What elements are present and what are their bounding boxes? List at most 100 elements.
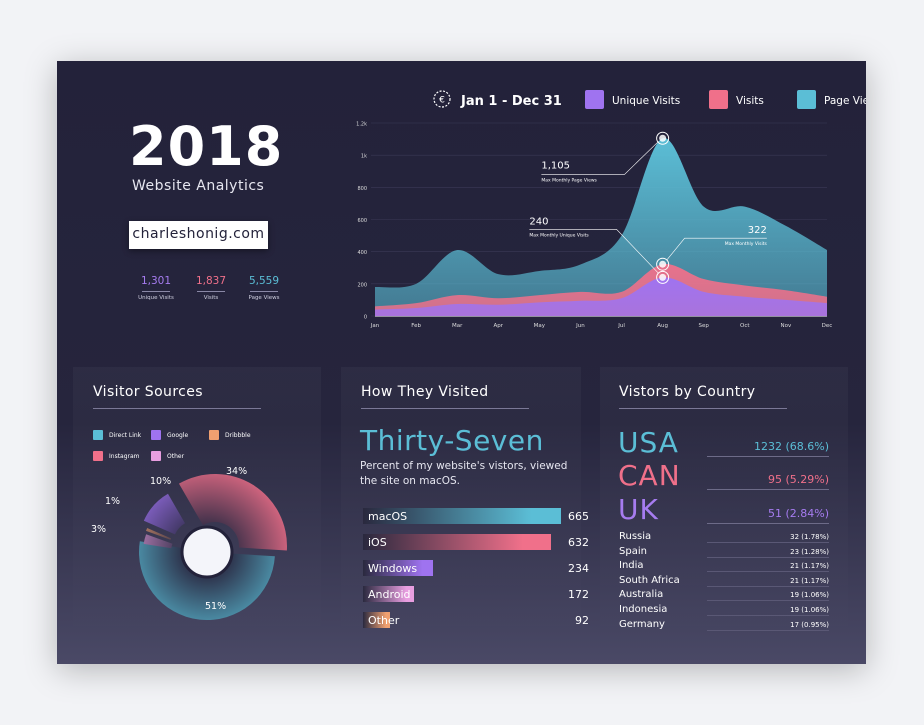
- legend-label-2: Page Views: [824, 95, 866, 107]
- pie-label-instagram: 34%: [226, 466, 247, 477]
- os-bar-macos: [363, 508, 561, 524]
- country-value-russia: 32 (1.78%): [790, 533, 829, 541]
- how-visited-underline: [361, 408, 529, 409]
- pageviews-marker-ring: [656, 131, 670, 145]
- summary-label-0: Unique Visits: [138, 295, 174, 301]
- country-name-spain: Spain: [619, 545, 647, 557]
- year-title: 2018: [129, 115, 284, 178]
- summary-label-1: Visits: [203, 295, 219, 301]
- pie-chart: 51% 34% 10% 3% 1%: [91, 466, 287, 621]
- annotation-label-pageviews: Max Monthly Page Views: [541, 177, 597, 183]
- pie-slice-dribbble: [146, 527, 172, 540]
- country-line-russia: [707, 542, 829, 543]
- os-bar-other: [363, 612, 391, 628]
- os-bar-ios: [363, 534, 552, 550]
- annotation-line-unique: [529, 229, 659, 274]
- summary-value-1: 1,837: [195, 275, 227, 287]
- country-value-australia: 19 (1.06%): [790, 591, 829, 600]
- y-tick-3: 600: [357, 218, 367, 224]
- source-legend-label-2: Dribbble: [225, 432, 251, 439]
- country-top-name-can: CAN: [618, 459, 681, 492]
- area-unique-visits: [375, 277, 827, 316]
- how-visited-panel: [341, 367, 581, 647]
- y-tick-1: 200: [357, 282, 367, 288]
- y-tick-6: 1.2k: [356, 122, 367, 128]
- os-bar-label-windows: Windows: [368, 562, 418, 575]
- x-tick-8: Sep: [699, 323, 710, 329]
- unique-marker-dot: [659, 273, 667, 281]
- domain-badge[interactable]: charleshonig.com: [129, 221, 268, 249]
- os-bar-label-other: Other: [368, 614, 400, 627]
- summary-label-2: Page Views: [248, 295, 280, 301]
- x-tick-7: Aug: [657, 323, 668, 329]
- os-bar-label-android: Android: [368, 588, 411, 601]
- annotation-value-unique: 240: [529, 216, 548, 227]
- country-line-south-africa: [707, 585, 829, 587]
- source-legend-label-3: Instagram: [109, 453, 140, 460]
- country-top-line-can: [707, 489, 829, 490]
- country-name-germany: Germany: [619, 618, 665, 630]
- os-bar-windows: [363, 560, 433, 576]
- visited-description-1: Percent of my website's vistors, viewed: [360, 460, 568, 472]
- annotation-label-unique: Max Monthly Unique Visits: [529, 232, 589, 238]
- country-line-india: [707, 571, 829, 573]
- x-tick-4: May: [534, 323, 546, 329]
- y-tick-2: 400: [357, 250, 367, 256]
- os-bar-android: [363, 586, 415, 602]
- pie-label-direct-link: 51%: [205, 601, 226, 612]
- summary-value-0: 1,301: [140, 275, 172, 287]
- unique-marker-ring: [656, 270, 670, 284]
- country-top-line-uk: [707, 523, 829, 524]
- country-name-russia: Russia: [619, 531, 652, 542]
- annotation-value-visits: 322: [748, 225, 767, 236]
- annotation-line-visits: [666, 237, 767, 261]
- domain-text: charleshonig.com: [132, 226, 265, 242]
- source-legend-swatch-1: [151, 430, 161, 440]
- country-name-indonesia: Indonesia: [619, 604, 668, 615]
- x-tick-10: Nov: [781, 323, 792, 329]
- x-tick-2: Mar: [452, 323, 463, 329]
- country-panel: [600, 367, 848, 647]
- country-top-value-usa: 1232 (68.6%): [753, 440, 829, 453]
- svg-text:€: €: [439, 96, 445, 106]
- legend-swatch-2: [797, 90, 816, 109]
- subtitle: Website Analytics: [132, 178, 265, 194]
- pie-center: [180, 525, 234, 579]
- visits-marker-ring: [656, 257, 670, 271]
- country-underline: [619, 408, 787, 409]
- country-line-germany: [707, 629, 829, 631]
- source-legend-label-0: Direct Link: [109, 432, 142, 439]
- y-tick-4: 800: [357, 186, 367, 192]
- os-bar-value-ios: 632: [568, 536, 589, 549]
- x-tick-6: Jul: [617, 323, 625, 329]
- area-page-views: [375, 138, 827, 316]
- os-bar-value-macos: 665: [568, 510, 589, 523]
- summary-underline-2: [250, 291, 278, 292]
- os-bar-value-other: 92: [575, 614, 589, 627]
- country-value-india: 21 (1.17%): [790, 562, 829, 571]
- summary-underline-0: [142, 291, 170, 292]
- os-bar-value-android: 172: [568, 588, 589, 601]
- country-top-value-uk: 51 (2.84%): [767, 507, 829, 520]
- country-top-value-can: 95 (5.29%): [767, 473, 829, 486]
- x-tick-3: Apr: [494, 323, 504, 329]
- pie-slice-google: [143, 493, 185, 535]
- pageviews-marker-dot: [659, 134, 667, 142]
- annotation-label-visits: Max Monthly Visits: [725, 241, 768, 247]
- how-visited-title: How They Visited: [361, 384, 489, 400]
- country-value-indonesia: 19 (1.06%): [790, 606, 829, 614]
- x-tick-11: Dec: [822, 323, 833, 329]
- visited-headline: Thirty-Seven: [360, 424, 544, 457]
- summary-value-2: 5,559: [248, 275, 280, 287]
- source-legend-label-1: Google: [167, 432, 189, 439]
- dashboard-board: 2018 Website Analytics charleshonig.com …: [57, 61, 866, 664]
- source-legend-swatch-0: [93, 430, 103, 440]
- visited-description-2: the site on macOS.: [360, 475, 460, 487]
- country-line-australia: [707, 600, 829, 602]
- x-tick-1: Feb: [411, 323, 421, 329]
- source-legend-swatch-4: [151, 451, 161, 461]
- pie-slice-instagram: [178, 474, 287, 551]
- os-bar-label-ios: iOS: [368, 536, 387, 549]
- country-top-line-usa: [707, 456, 829, 457]
- legend-label-1: Visits: [736, 95, 764, 107]
